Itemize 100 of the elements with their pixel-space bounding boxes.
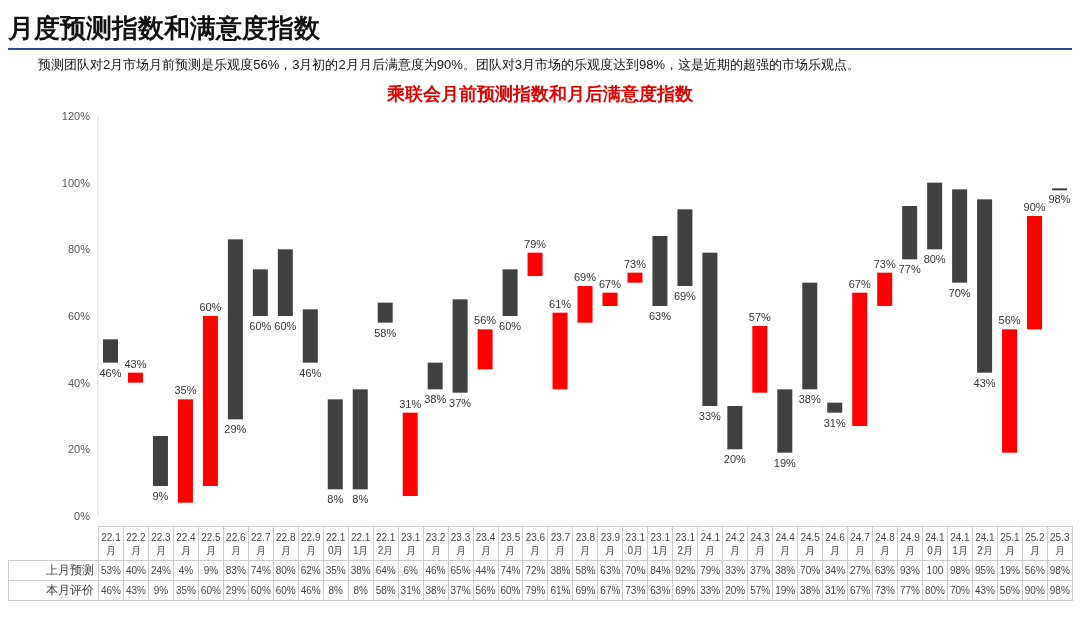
candlestick	[752, 326, 768, 393]
text: 38%	[424, 393, 447, 406]
text: 98%	[1049, 565, 1070, 576]
x-tick-label: 22.9月	[298, 526, 324, 561]
x-tick-label: 23.4月	[473, 526, 498, 561]
candlestick	[227, 239, 243, 420]
x-tick-label: 23.7月	[547, 526, 573, 561]
candlestick	[702, 252, 718, 406]
x-tick-label: 25.1月	[997, 526, 1023, 561]
text: 70%	[625, 565, 646, 576]
text: 53%	[100, 565, 121, 576]
x-tick-label: 24.3月	[747, 526, 773, 561]
text: 80%	[275, 565, 296, 576]
text: 8%	[327, 493, 344, 506]
text: 73%	[875, 585, 896, 596]
x-tick-label: 23.10月	[622, 526, 648, 561]
text: 38%	[550, 565, 571, 576]
candlestick	[277, 249, 293, 316]
x-tick-label: 22.1月	[98, 526, 124, 561]
text: 57%	[748, 311, 771, 323]
text: 67%	[600, 585, 621, 596]
text: 35%	[175, 585, 196, 596]
x-tick-label: 22.6月	[223, 526, 249, 561]
candlestick	[102, 339, 118, 363]
text: 46%	[425, 565, 446, 576]
text: 63%	[875, 565, 896, 576]
x-tick-label: 24.5月	[797, 526, 823, 561]
text: 31%	[399, 397, 422, 410]
x-tick-label: 22.11月	[348, 526, 374, 561]
text: 92%	[675, 565, 696, 576]
x-tick-label: 25.2月	[1022, 526, 1048, 561]
text: 58%	[374, 326, 397, 339]
chart-title: 月度预测指数和满意度指数	[8, 8, 1072, 50]
text: 95%	[974, 565, 995, 576]
candlestick	[902, 206, 918, 260]
candlestick	[252, 269, 268, 316]
text: 67%	[848, 277, 871, 290]
candlestick	[802, 282, 818, 390]
text: 98%	[949, 565, 970, 576]
candlestick	[452, 299, 468, 393]
text: 预测团队对2月市场月前预测是乐观度56%，3月初的2月月后满意度为90%。团队对3月市场的乐观度达到98%，这是近期的超强的市场乐观点。	[38, 56, 861, 74]
text: 77%	[899, 585, 920, 596]
text: 69%	[675, 585, 696, 596]
text: 33%	[698, 410, 721, 422]
candlestick	[152, 436, 168, 486]
text: 46%	[299, 366, 322, 379]
text: 38%	[425, 585, 446, 596]
text: 58%	[375, 585, 396, 596]
text: 31%	[825, 585, 846, 596]
x-tick-label: 22.4月	[173, 526, 199, 561]
text: 37%	[449, 396, 472, 409]
text: 69%	[575, 585, 596, 596]
text: 27%	[850, 565, 871, 576]
candlestick	[927, 182, 943, 250]
text: 60%	[200, 585, 221, 596]
text: 60%	[199, 301, 222, 313]
text: 4%	[178, 565, 194, 576]
text: 90%	[1024, 585, 1045, 596]
text: 98%	[1049, 585, 1070, 596]
text: 46%	[100, 585, 121, 596]
y-tick-label: 80%	[67, 243, 91, 256]
text: 8%	[328, 585, 343, 596]
text: 73%	[873, 257, 896, 270]
candlestick	[477, 329, 493, 370]
text: 43%	[973, 376, 996, 389]
candlestick	[602, 292, 618, 306]
x-tick-label: 22.10月	[323, 526, 349, 561]
text: 100	[926, 565, 944, 576]
x-tick-label: 24.9月	[897, 526, 923, 561]
x-tick-label: 24.8月	[872, 526, 898, 561]
text: 34%	[825, 565, 846, 576]
text: 64%	[375, 565, 396, 576]
text: 83%	[225, 565, 246, 576]
text: 93%	[899, 565, 920, 576]
text: 60%	[250, 585, 271, 596]
text: 29%	[225, 585, 246, 596]
text: 61%	[549, 297, 572, 310]
candlestick	[352, 389, 368, 490]
y-tick-label: 60%	[67, 309, 91, 322]
candlestick	[202, 316, 218, 486]
candlestick	[427, 362, 443, 390]
x-tick-label: 24.10月	[922, 526, 948, 561]
y-tick-label: 0%	[74, 509, 91, 522]
text: 74%	[250, 565, 271, 576]
text: 79%	[524, 237, 547, 250]
candlestick	[977, 199, 993, 373]
candlestick	[877, 272, 893, 306]
text: 56%	[1024, 565, 1045, 576]
text: 38%	[775, 565, 796, 576]
candlestick	[327, 399, 343, 490]
text: 24%	[150, 565, 171, 576]
text: 98%	[1048, 193, 1071, 206]
text: 90%	[1023, 201, 1046, 213]
candlestick	[777, 389, 793, 453]
text: 9%	[152, 490, 169, 502]
candlestick	[552, 312, 568, 390]
text: 8%	[353, 585, 368, 596]
candlestick	[502, 269, 518, 316]
text: 69%	[573, 271, 597, 283]
x-tick-label: 24.11月	[947, 526, 973, 561]
